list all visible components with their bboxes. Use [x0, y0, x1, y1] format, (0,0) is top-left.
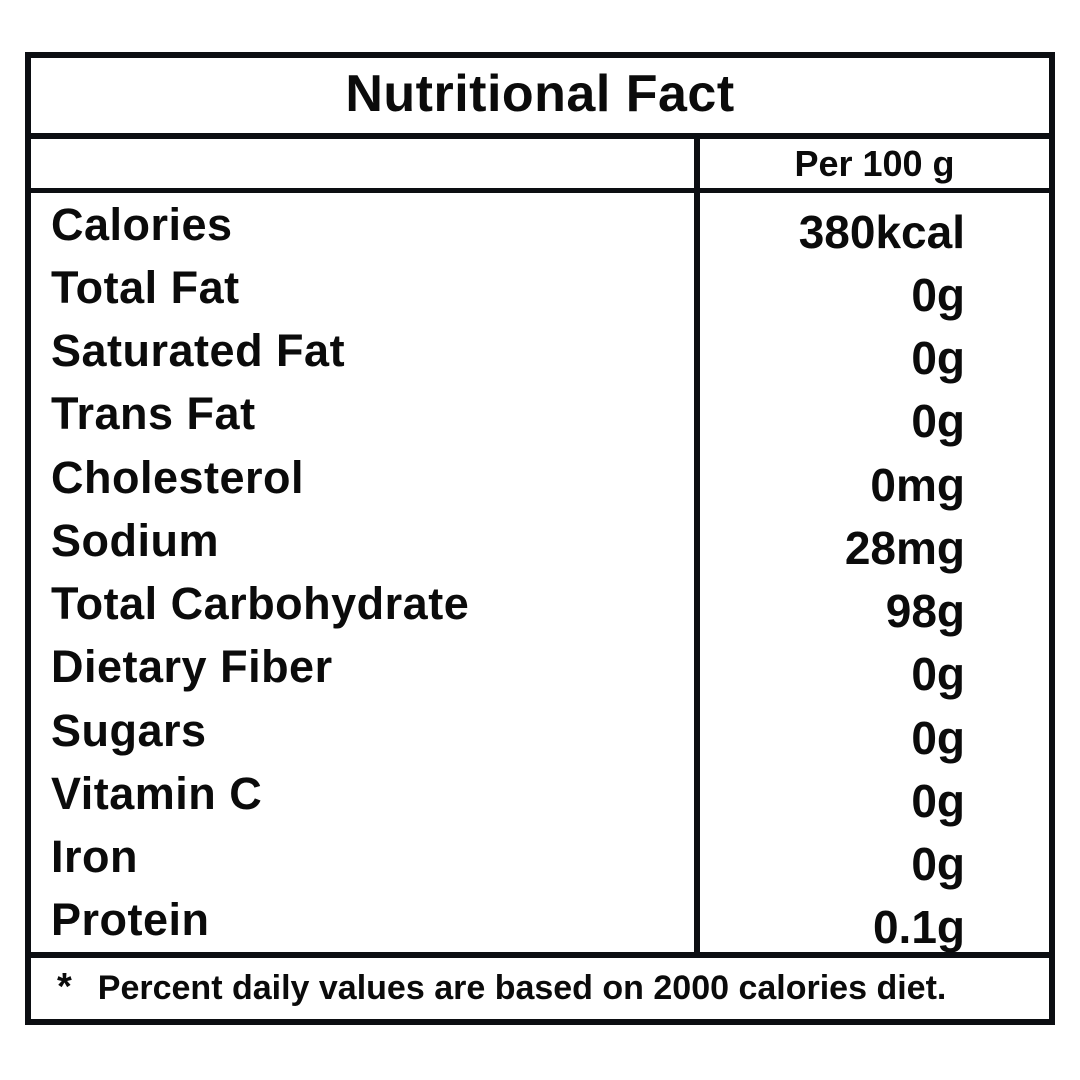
nutrient-value: 0g: [911, 395, 965, 448]
nutrient-value-cell: 0g: [694, 762, 1049, 827]
nutrient-label: Trans Fat: [51, 388, 256, 440]
nutrient-label: Sodium: [51, 514, 219, 566]
nutrient-value: 0g: [911, 648, 965, 701]
table-row: Protein 0.1g: [31, 888, 1049, 954]
nutrient-label: Total Fat: [51, 261, 240, 313]
nutrient-value: 0.1g: [872, 901, 965, 954]
nutrient-value-cell: 0g: [694, 319, 1049, 385]
nutrient-label: Calories: [51, 198, 233, 250]
page-title: Nutritional Fact: [345, 64, 735, 123]
table-row: Sugars 0g: [31, 699, 1049, 764]
nutrient-value: 0g: [911, 332, 965, 385]
nutrient-label: Iron: [51, 831, 138, 883]
nutrient-value-cell: 0g: [694, 382, 1049, 448]
nutrient-label: Sugars: [51, 704, 207, 756]
nutrition-facts-table: Nutritional Fact Per 100 g Calories 380k…: [25, 52, 1055, 1025]
nutrient-value-cell: 0mg: [694, 446, 1049, 511]
table-row: Cholesterol 0mg: [31, 446, 1049, 511]
nutrient-value-cell: 380kcal: [694, 193, 1049, 258]
nutrient-value: 98g: [885, 585, 965, 638]
table-row: Total Fat 0g: [31, 256, 1049, 321]
table-row: Trans Fat 0g: [31, 382, 1049, 448]
nutrient-label: Dietary Fiber: [51, 641, 333, 693]
nutrient-value-cell: 0g: [694, 256, 1049, 321]
nutrient-value: 0g: [911, 838, 965, 891]
footnote-text: Percent daily values are based on 2000 c…: [97, 969, 947, 1007]
nutrient-value-cell: 98g: [694, 572, 1049, 638]
nutrient-value: 0g: [911, 268, 965, 321]
nutrient-value: 380kcal: [798, 205, 965, 258]
nutrient-value: 0g: [911, 711, 965, 764]
title-row: Nutritional Fact: [31, 58, 1049, 139]
table-row: Iron 0g: [31, 825, 1049, 891]
nutrient-label: Saturated Fat: [51, 325, 346, 377]
nutrient-rows: Calories 380kcal Total Fat 0g Saturated …: [31, 193, 1049, 958]
nutrient-label: Protein: [51, 894, 210, 946]
nutrient-label: Total Carbohydrate: [51, 578, 470, 630]
nutrient-value-cell: 0g: [694, 699, 1049, 764]
nutrient-value: 0mg: [870, 458, 965, 511]
table-row: Vitamin C 0g: [31, 762, 1049, 827]
table-row: Total Carbohydrate 98g: [31, 572, 1049, 638]
footnote-row: * Percent daily values are based on 2000…: [31, 958, 1049, 1019]
nutrient-value-cell: 0g: [694, 635, 1049, 701]
nutrient-value-cell: 0.1g: [694, 888, 1049, 954]
nutrient-value-cell: 28mg: [694, 509, 1049, 574]
table-row: Dietary Fiber 0g: [31, 635, 1049, 701]
table-row: Calories 380kcal: [31, 193, 1049, 258]
footnote-asterisk: *: [57, 966, 72, 1008]
column-header-row: Per 100 g: [31, 139, 1049, 193]
header-empty-cell: [31, 139, 694, 188]
nutrient-value: 0g: [911, 774, 965, 827]
table-row: Sodium 28mg: [31, 509, 1049, 574]
nutrient-value: 28mg: [844, 521, 965, 574]
header-per-100g-cell: Per 100 g: [694, 139, 1049, 188]
table-row: Saturated Fat 0g: [31, 319, 1049, 385]
nutrient-value-cell: 0g: [694, 825, 1049, 891]
column-header-label: Per 100 g: [794, 142, 955, 184]
nutrient-label: Cholesterol: [51, 451, 305, 503]
nutrient-label: Vitamin C: [51, 767, 263, 819]
